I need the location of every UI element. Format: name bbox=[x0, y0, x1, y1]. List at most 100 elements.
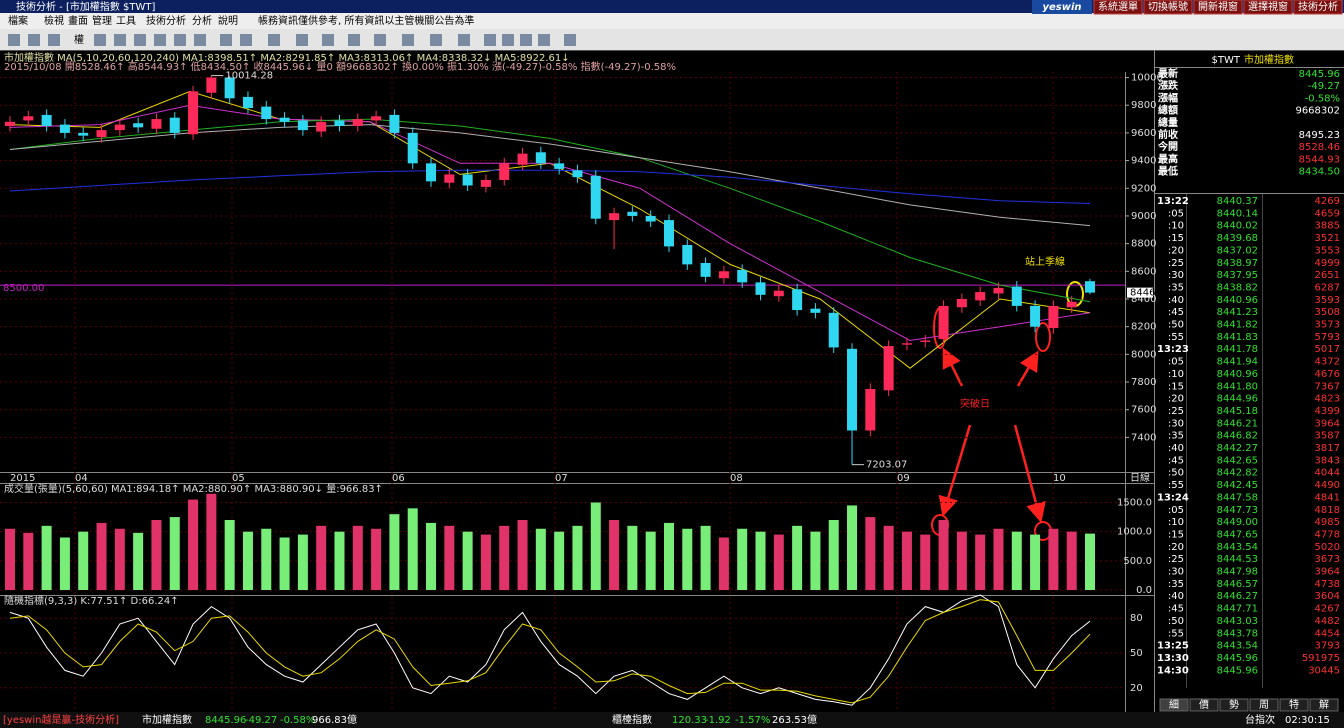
quote-value: 9668302 bbox=[1295, 106, 1340, 117]
tab-label[interactable]: 價 bbox=[1199, 698, 1209, 711]
volume-bar bbox=[242, 531, 253, 590]
candle-body bbox=[554, 163, 565, 169]
menu-item[interactable]: 管理 bbox=[92, 14, 112, 27]
x-tick-label: 2015 bbox=[10, 473, 35, 484]
tick-volume: 3964 bbox=[1315, 567, 1340, 578]
quote-symbol: $TWT bbox=[1212, 55, 1241, 66]
tool-icon[interactable] bbox=[154, 34, 166, 46]
tick-time: :15 bbox=[1168, 381, 1184, 392]
tick-time: 14:30 bbox=[1157, 665, 1189, 676]
volume-bar bbox=[1011, 531, 1022, 590]
top-button[interactable] bbox=[1243, 0, 1293, 15]
top-button-label[interactable]: 選擇視窗 bbox=[1248, 0, 1288, 13]
tab[interactable] bbox=[1249, 698, 1279, 712]
tick-price: 8449.00 bbox=[1217, 517, 1258, 528]
y-tick-label: 9400 bbox=[1131, 156, 1156, 167]
tick-time: :50 bbox=[1168, 616, 1184, 627]
tick-price: 8447.65 bbox=[1217, 529, 1258, 540]
top-button[interactable] bbox=[1093, 0, 1143, 15]
candle-body bbox=[901, 343, 912, 345]
tool-icon[interactable] bbox=[174, 34, 186, 46]
candle-body bbox=[352, 119, 363, 126]
top-button[interactable] bbox=[1143, 0, 1193, 15]
tool-icon[interactable] bbox=[374, 34, 386, 46]
tool-icon[interactable] bbox=[114, 34, 126, 46]
tool-icon[interactable] bbox=[402, 34, 414, 46]
tick-volume: 4490 bbox=[1315, 480, 1340, 491]
top-button-label[interactable]: 技術分析 bbox=[1298, 0, 1338, 13]
tab-label[interactable]: 勢 bbox=[1229, 698, 1239, 711]
candle-body bbox=[41, 114, 52, 126]
top-button[interactable] bbox=[1193, 0, 1243, 15]
tool-icon[interactable] bbox=[430, 34, 442, 46]
tool-icon[interactable] bbox=[134, 34, 146, 46]
tick-time: :25 bbox=[1168, 258, 1184, 269]
tool-icon[interactable] bbox=[564, 34, 576, 46]
volume-bar bbox=[334, 531, 345, 590]
tool-icon[interactable] bbox=[268, 34, 280, 46]
tool-icon[interactable] bbox=[8, 34, 20, 46]
tool-icon[interactable] bbox=[28, 34, 40, 46]
candle-body bbox=[883, 346, 894, 391]
tool-icon[interactable] bbox=[94, 34, 106, 46]
tool-icon[interactable] bbox=[240, 34, 252, 46]
tab[interactable] bbox=[1219, 698, 1249, 712]
top-button-label[interactable]: 系統選單 bbox=[1098, 0, 1138, 13]
tool-icon[interactable] bbox=[520, 34, 532, 46]
tool-icon[interactable] bbox=[502, 34, 514, 46]
tick-time: :20 bbox=[1168, 542, 1184, 553]
top-button-label[interactable]: 開新視窗 bbox=[1198, 0, 1238, 13]
top-button[interactable] bbox=[1293, 0, 1343, 15]
tool-icon[interactable] bbox=[322, 34, 334, 46]
tool-icon[interactable] bbox=[484, 34, 496, 46]
tab-label[interactable]: 解 bbox=[1319, 698, 1329, 711]
top-button-label[interactable]: 切換帳號 bbox=[1148, 0, 1188, 13]
menu-item[interactable]: 工具 bbox=[116, 15, 136, 27]
quote-value: -0.58% bbox=[1305, 93, 1340, 104]
candle-body bbox=[224, 77, 235, 99]
tick-time: :45 bbox=[1168, 307, 1184, 318]
y-tick-label: 9000 bbox=[1131, 211, 1156, 222]
y-tick-label: 9600 bbox=[1131, 128, 1156, 139]
tool-icon[interactable] bbox=[220, 34, 232, 46]
tool-icon[interactable] bbox=[296, 34, 308, 46]
candle-body bbox=[5, 121, 15, 126]
volume-bar bbox=[59, 537, 70, 590]
menu-item[interactable]: 畫面 bbox=[68, 14, 88, 27]
volume-bar bbox=[737, 528, 748, 590]
menu-item[interactable]: 技術分析 bbox=[146, 14, 186, 27]
volume-bar bbox=[133, 532, 144, 590]
tab-label[interactable]: 細 bbox=[1169, 698, 1179, 711]
menu-item[interactable]: 檢視 bbox=[44, 14, 64, 27]
x-tick-label: 10 bbox=[1053, 473, 1066, 484]
menu-item[interactable]: 說明 bbox=[218, 14, 238, 27]
tick-price: 8440.14 bbox=[1217, 208, 1258, 219]
tab[interactable] bbox=[1279, 698, 1309, 712]
tool-icon[interactable] bbox=[194, 34, 206, 46]
quote-label: 最高 bbox=[1158, 152, 1178, 165]
tick-time: :05 bbox=[1168, 208, 1184, 219]
volume-bar bbox=[1085, 533, 1095, 590]
menu-item[interactable]: 分析 bbox=[192, 14, 212, 27]
tab-label[interactable]: 周 bbox=[1259, 699, 1269, 711]
tab[interactable] bbox=[1159, 698, 1189, 712]
tool-icon[interactable] bbox=[48, 34, 60, 46]
tab[interactable] bbox=[1309, 698, 1339, 712]
quote-label: 總量 bbox=[1158, 116, 1178, 129]
tick-volume: 4267 bbox=[1315, 604, 1340, 615]
tool-icon[interactable] bbox=[538, 34, 550, 46]
tool-icon[interactable] bbox=[458, 34, 470, 46]
y-tick-label: 500.0 bbox=[1123, 556, 1152, 567]
volume-bar bbox=[865, 517, 876, 590]
tool-icon[interactable] bbox=[348, 34, 360, 46]
tick-time: :15 bbox=[1168, 233, 1184, 244]
candle-body bbox=[609, 213, 620, 221]
tab-label[interactable]: 特 bbox=[1289, 699, 1299, 711]
candle-body bbox=[371, 116, 382, 121]
candle-body bbox=[23, 116, 34, 121]
tick-price: 8446.82 bbox=[1217, 431, 1258, 442]
toolbar-label[interactable]: 權 bbox=[74, 33, 84, 46]
last-price-label: 8446 bbox=[1130, 288, 1155, 299]
tab[interactable] bbox=[1189, 698, 1219, 712]
menu-item[interactable]: 檔案 bbox=[8, 14, 28, 27]
